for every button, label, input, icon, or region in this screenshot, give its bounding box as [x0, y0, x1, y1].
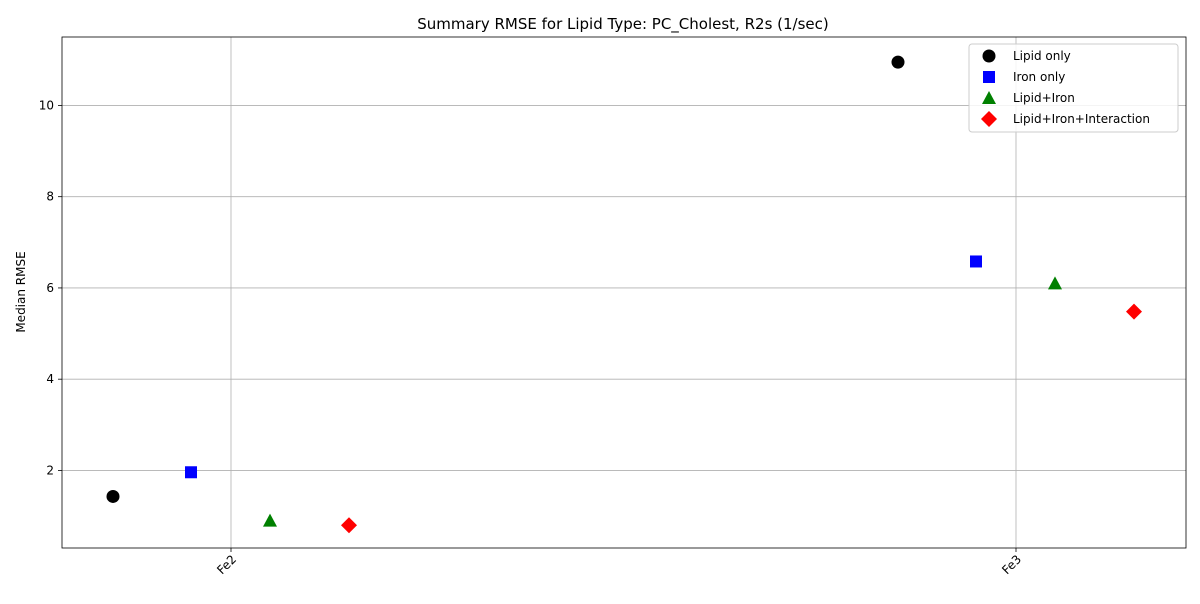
legend: Lipid only Iron only Lipid+Iron Lipid+Iron+…	[968, 43, 1179, 133]
legend-label: Iron only	[1013, 70, 1065, 84]
y-tick-label: 2	[46, 463, 54, 477]
legend-marker	[983, 71, 995, 83]
data-point	[185, 466, 197, 479]
y-tick-label: 6	[46, 281, 54, 295]
legend-label: Lipid only	[1013, 49, 1071, 63]
data-point	[341, 517, 357, 534]
legend-marker	[982, 91, 996, 104]
x-tick-label: Fe2	[214, 552, 239, 577]
x-tick-label: Fe3	[999, 552, 1024, 577]
chart-title: Summary RMSE for Lipid Type: PC_Cholest,…	[417, 15, 829, 34]
grid	[62, 37, 1186, 548]
data-point	[1126, 303, 1142, 320]
data-point	[106, 489, 120, 503]
data-point	[970, 255, 982, 268]
legend-label: Lipid+Iron	[1013, 91, 1075, 105]
plot-frame	[61, 36, 1187, 549]
data-point	[263, 513, 277, 527]
data-point	[891, 55, 905, 69]
data-point	[1048, 276, 1062, 290]
legend-label: Lipid+Iron+Interaction	[1013, 112, 1150, 126]
legend-marker	[982, 49, 996, 63]
y-tick-label: 8	[46, 190, 54, 204]
data-points	[106, 55, 1142, 534]
legend-marker	[981, 111, 997, 127]
y-axis-label: Median RMSE	[14, 251, 28, 332]
y-tick-label: 4	[46, 372, 54, 386]
legend-box	[968, 43, 1179, 133]
y-tick-label: 10	[39, 98, 54, 112]
